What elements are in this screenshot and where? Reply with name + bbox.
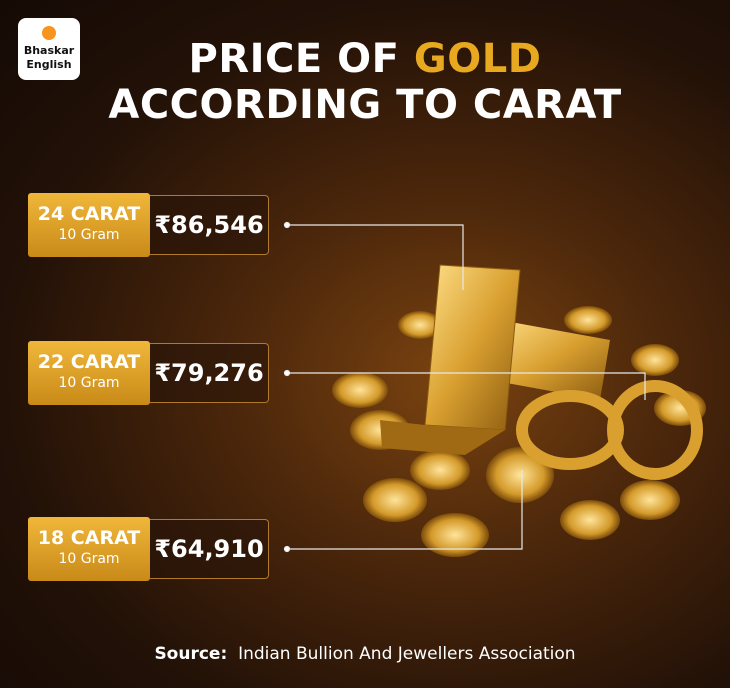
logo-text: Bhaskar bbox=[23, 44, 75, 57]
gold-bars bbox=[380, 264, 610, 455]
carat-label: 18 CARAT 10 Gram bbox=[28, 517, 150, 581]
title-text: PRICE OF bbox=[188, 36, 414, 82]
logo-text: English bbox=[26, 58, 72, 71]
logo: Bhaskar English bbox=[18, 18, 80, 80]
unit: 10 Gram bbox=[58, 227, 120, 243]
title-highlight: GOLD bbox=[413, 36, 542, 82]
rings bbox=[516, 380, 703, 480]
title-line: PRICE OF GOLD bbox=[0, 36, 730, 82]
title-line: ACCORDING TO CARAT bbox=[108, 82, 622, 128]
logo-icon bbox=[42, 26, 56, 40]
carat-label: 24 CARAT 10 Gram bbox=[28, 193, 150, 257]
carat: 24 CARAT bbox=[37, 203, 141, 225]
source-text: Indian Bullion And Jewellers Association bbox=[238, 644, 576, 664]
price: ₹86,546 bbox=[150, 195, 269, 255]
price: ₹79,276 bbox=[150, 343, 269, 403]
coins bbox=[332, 306, 706, 557]
unit: 10 Gram bbox=[58, 551, 120, 567]
connectors bbox=[283, 221, 646, 553]
price: ₹64,910 bbox=[150, 519, 269, 579]
carat: 18 CARAT bbox=[37, 527, 141, 549]
source: Source: Indian Bullion And Jewellers Ass… bbox=[0, 644, 730, 664]
carat-label: 22 CARAT 10 Gram bbox=[28, 341, 150, 405]
unit: 10 Gram bbox=[58, 375, 120, 391]
carat: 22 CARAT bbox=[37, 351, 141, 373]
source-label: Source: bbox=[154, 644, 228, 664]
